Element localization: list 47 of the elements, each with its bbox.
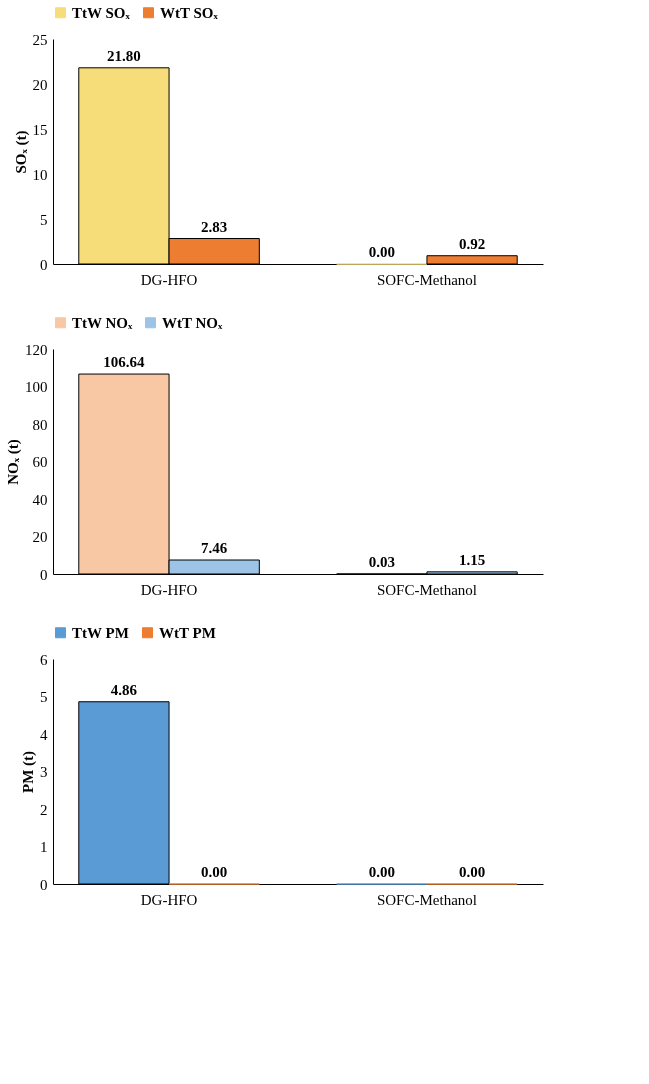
data-label: 0.92 — [458, 235, 486, 252]
y-axis-title: PM (t) — [20, 750, 37, 794]
data-label: 0.00 — [368, 244, 395, 260]
legend-label: TtW PM — [72, 624, 129, 641]
data-label: 0.00 — [368, 864, 395, 880]
y-tick-label: 20 — [32, 76, 48, 93]
x-tick-label: SOFC-Methanol — [376, 581, 477, 598]
x-tick-label: SOFC-Methanol — [376, 271, 477, 288]
y-tick-label: 5 — [40, 211, 48, 228]
legend-label: WtT SOₓ — [160, 4, 219, 21]
data-label: 0.00 — [458, 864, 486, 880]
x-tick-label: SOFC-Methanol — [376, 891, 477, 908]
y-tick-label: 120 — [25, 341, 48, 358]
y-tick-label: 80 — [32, 416, 48, 433]
y-tick-label: 60 — [32, 454, 48, 470]
y-tick-label: 10 — [32, 166, 48, 183]
y-tick-label: 2 — [40, 801, 48, 818]
legend-label: TtW NOₓ — [72, 314, 133, 331]
y-tick-label: 4 — [40, 726, 48, 743]
y-tick-label: 1 — [40, 839, 48, 855]
data-label: 4.86 — [110, 681, 138, 698]
y-tick-label: 25 — [32, 31, 48, 48]
y-tick-label: 20 — [32, 529, 48, 545]
y-tick-label: 6 — [40, 651, 48, 668]
legend-label: WtT PM — [159, 624, 216, 641]
y-tick-label: 3 — [40, 764, 48, 780]
data-label: 2.83 — [201, 218, 228, 235]
data-label: 7.46 — [201, 540, 228, 557]
y-tick-label: 40 — [32, 491, 48, 508]
legend-label: WtT NOₓ — [162, 314, 223, 331]
y-tick-label: 5 — [40, 689, 48, 705]
data-label: 1.15 — [458, 551, 486, 568]
data-label: 106.64 — [103, 354, 146, 371]
y-axis-title: NOₓ (t) — [5, 439, 22, 485]
legend-label: TtW SOₓ — [72, 4, 131, 21]
y-tick-label: 0 — [40, 256, 48, 273]
y-tick-label: 0 — [40, 566, 48, 583]
x-tick-label: DG-HFO — [140, 581, 198, 598]
y-tick-label: 15 — [32, 121, 48, 138]
data-label: 0.00 — [201, 864, 228, 880]
y-tick-label: 0 — [40, 876, 48, 893]
y-tick-label: 100 — [25, 379, 48, 395]
x-tick-label: DG-HFO — [140, 891, 198, 908]
data-label: 0.03 — [368, 553, 395, 570]
y-axis-title: SOₓ (t) — [12, 130, 30, 174]
data-label: 21.80 — [107, 47, 141, 64]
x-tick-label: DG-HFO — [140, 271, 198, 288]
